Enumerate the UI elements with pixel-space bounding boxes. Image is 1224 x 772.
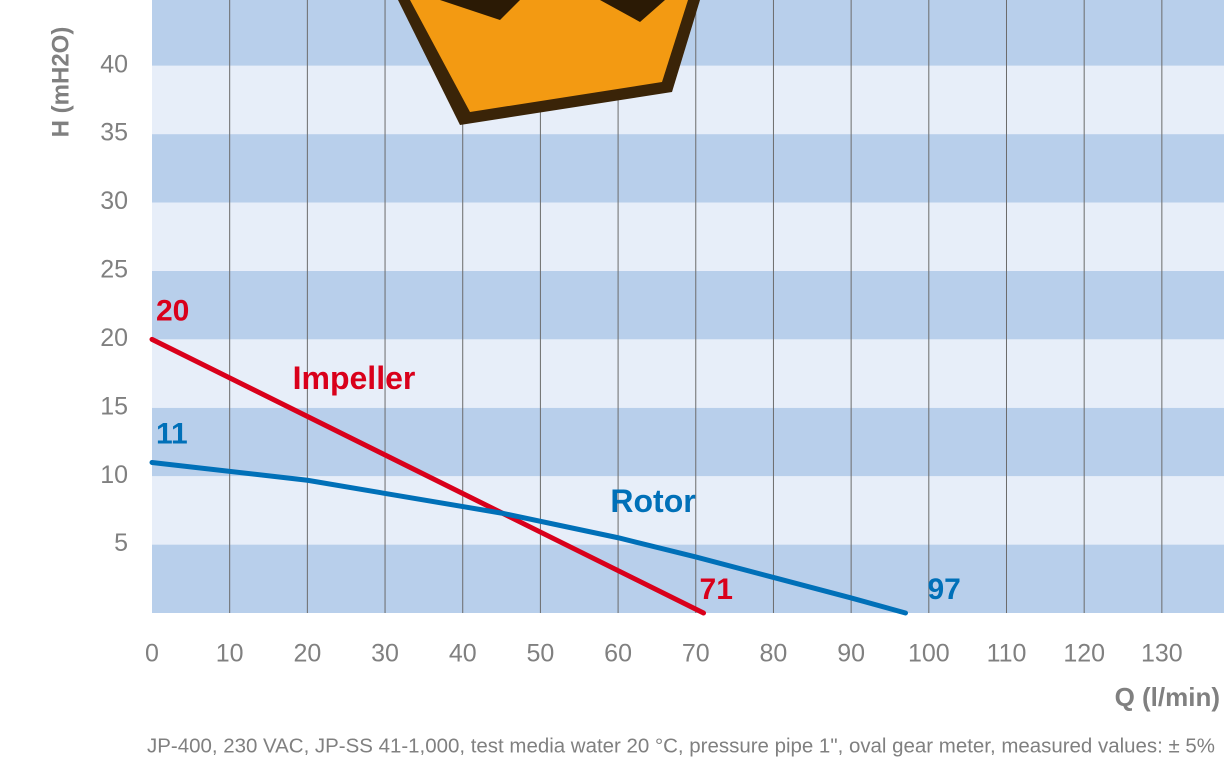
start-value-label: 11 <box>156 417 188 450</box>
y-tick-label: 5 <box>114 529 128 557</box>
logo <box>398 0 700 125</box>
x-tick-label: 50 <box>526 640 554 668</box>
band <box>152 407 1224 477</box>
x-tick-label: 30 <box>371 640 399 668</box>
y-tick-label: 20 <box>100 324 128 352</box>
x-tick-label: 90 <box>837 640 865 668</box>
y-tick-label: 40 <box>100 50 128 78</box>
x-tick-label: 120 <box>1063 640 1105 668</box>
plot <box>149 336 909 616</box>
y-axis-label: H (mH2O) <box>47 27 74 138</box>
start-value-label: 20 <box>156 294 189 327</box>
x-tick-label: 100 <box>908 640 950 668</box>
x-axis-label: Q (l/min) <box>1115 682 1220 712</box>
y-tick-label: 30 <box>100 187 128 215</box>
x-tick-label: 130 <box>1141 640 1183 668</box>
band <box>152 134 1224 203</box>
band <box>152 339 1224 408</box>
band <box>152 476 1224 545</box>
band <box>152 65 1224 135</box>
end-x-label: 71 <box>700 573 733 606</box>
x-tick-label: 80 <box>760 640 788 668</box>
y-tick-label: 35 <box>100 119 128 147</box>
footnote: JP-400, 230 VAC, JP-SS 41-1,000, test me… <box>147 735 1215 757</box>
x-tick-label: 40 <box>449 640 477 668</box>
series-name: Impeller <box>293 360 416 396</box>
end-x-label: 97 <box>928 573 961 606</box>
y-tick-label: 15 <box>100 392 128 420</box>
x-tick-label: 110 <box>987 640 1027 668</box>
y-tick-label: 10 <box>100 461 128 489</box>
band <box>152 270 1224 340</box>
x-tick-label: 10 <box>216 640 244 668</box>
x-tick-label: 60 <box>604 640 632 668</box>
series-line <box>149 459 909 616</box>
series-name: Rotor <box>610 483 695 519</box>
series-line <box>149 336 707 616</box>
band <box>152 202 1224 271</box>
plot-bands <box>152 0 1224 613</box>
x-tick-label: 20 <box>293 640 321 668</box>
x-tick-label: 0 <box>145 640 159 668</box>
y-tick-label: 25 <box>100 256 128 284</box>
x-tick-label: 70 <box>682 640 710 668</box>
